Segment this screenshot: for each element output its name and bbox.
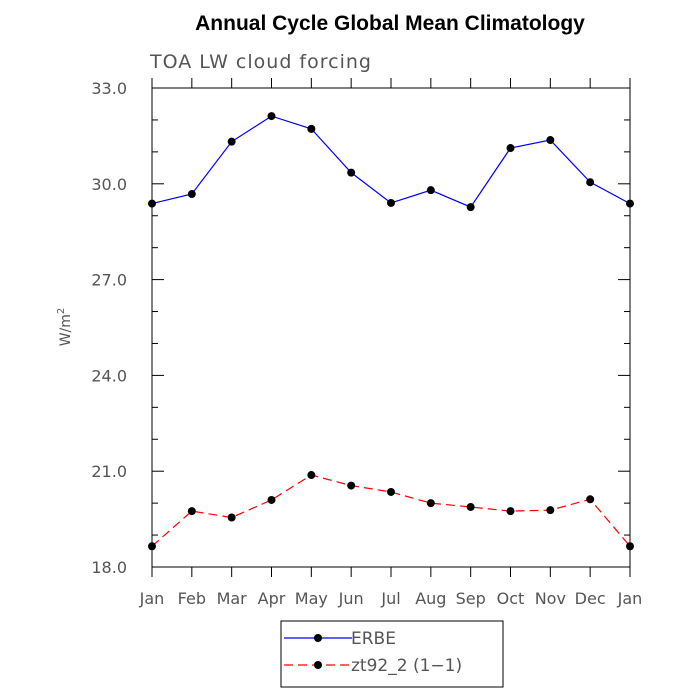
legend-marker — [314, 634, 322, 642]
legend-label: ERBE — [351, 629, 396, 649]
series-2 — [148, 471, 634, 551]
legend: ERBE zt92_2 (1−1) — [280, 620, 504, 688]
data-point — [546, 506, 555, 515]
data-point — [626, 542, 634, 551]
plot-axes: 18.0 21.0 24.0 27.0 30.0 33.0 Jan Feb Mar Apr May J… — [91, 78, 642, 608]
data-point — [466, 203, 475, 212]
y-axis-label: W/m2 — [56, 308, 74, 347]
x-tick-label: Jun — [338, 589, 364, 608]
data-point — [506, 144, 515, 153]
data-point — [387, 198, 395, 207]
y-tick-label: 30.0 — [91, 175, 127, 194]
data-point — [148, 542, 156, 551]
series-line — [151, 115, 631, 208]
x-tick-label: Oct — [497, 589, 525, 608]
data-point — [466, 502, 475, 511]
y-tick-label: 27.0 — [91, 271, 127, 290]
data-point — [626, 199, 634, 208]
series-layer — [148, 112, 634, 551]
legend-label: zt92_2 (1−1) — [351, 656, 462, 676]
y-axis-label-unit: W/m — [58, 314, 74, 346]
data-point — [347, 168, 356, 177]
x-tick-label: Sep — [456, 589, 486, 608]
x-tick-label: Feb — [178, 589, 206, 608]
x-tick-label: Apr — [258, 589, 286, 608]
data-point — [387, 487, 395, 496]
data-point — [586, 495, 595, 504]
x-tick-label: Jul — [380, 589, 400, 608]
data-point — [227, 513, 236, 522]
legend-marker — [314, 661, 322, 669]
series-line — [151, 474, 631, 547]
data-point — [267, 112, 276, 121]
data-point — [187, 190, 196, 199]
y-tick-label: 18.0 — [91, 558, 127, 577]
data-point — [267, 495, 276, 504]
x-tick-label: May — [295, 589, 328, 608]
data-point — [546, 136, 555, 145]
data-point — [307, 471, 316, 480]
data-point — [506, 507, 515, 516]
data-point — [148, 199, 156, 208]
chart-title: Annual Cycle Global Mean Climatology — [195, 12, 585, 35]
y-axis-label-superscript: 2 — [56, 308, 67, 314]
data-point — [586, 178, 595, 187]
y-tick-label: 21.0 — [91, 462, 127, 481]
data-point — [307, 124, 316, 133]
y-tick-label: 33.0 — [91, 79, 127, 98]
y-tick-label: 24.0 — [91, 366, 127, 385]
x-tick-label: Dec — [575, 589, 606, 608]
data-point — [227, 137, 236, 146]
x-tick-label: Mar — [217, 589, 248, 608]
data-point — [426, 499, 435, 508]
legend-box — [280, 620, 504, 688]
legend-items: ERBE zt92_2 (1−1) — [284, 629, 462, 676]
data-point — [347, 481, 356, 490]
data-point — [187, 507, 196, 516]
series-1 — [148, 112, 634, 212]
data-point — [426, 186, 435, 195]
x-tick-label: Jan — [617, 589, 643, 608]
chart-subtitle: TOA LW cloud forcing — [149, 51, 372, 73]
x-tick-label: Jan — [139, 589, 165, 608]
x-tick-label: Nov — [535, 589, 566, 608]
x-tick-label: Aug — [415, 589, 446, 608]
